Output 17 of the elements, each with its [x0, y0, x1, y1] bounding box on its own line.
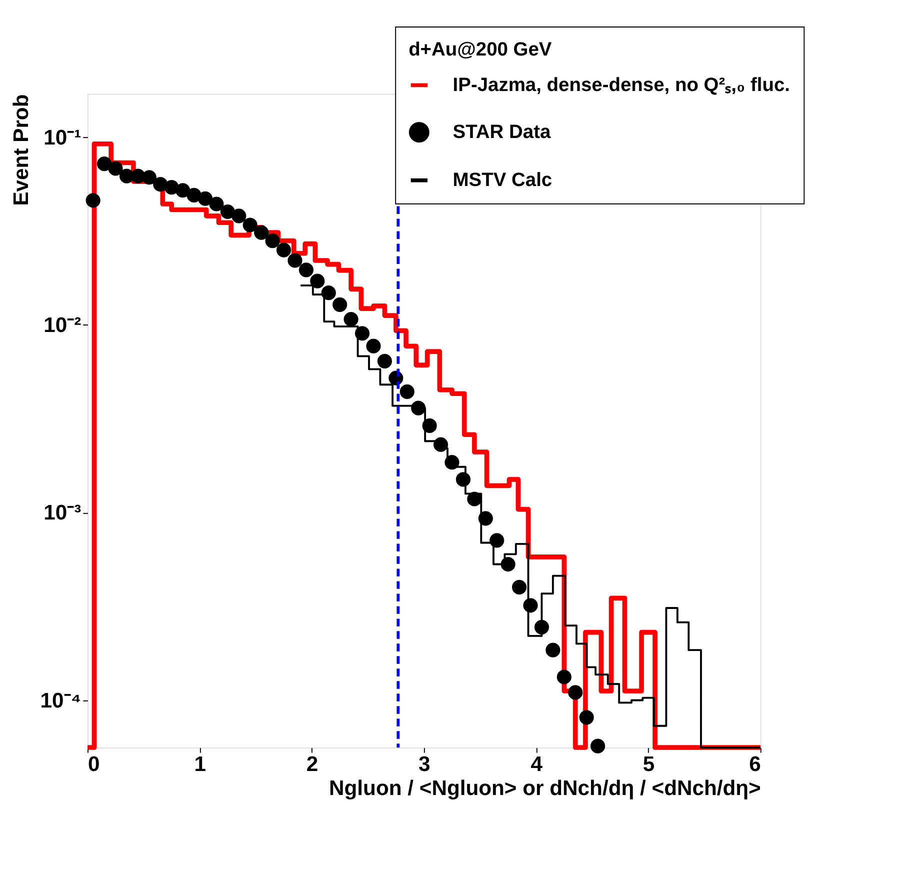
legend-title: d+Au@200 GeV: [408, 39, 552, 60]
legend-label: STAR Data: [452, 122, 551, 144]
y-axis-title: Event Prob: [10, 94, 34, 206]
x-tick-label: 4: [530, 753, 543, 776]
y-tick-label: 10⁻⁴: [40, 689, 82, 712]
legend-label: MSTV Calc: [452, 170, 552, 192]
x-axis-title: Ngluon / <Ngluon> or dNch/dη / <dNch/dη>: [329, 777, 761, 800]
x-tick-label: 6: [749, 753, 761, 776]
x-tick-label: 0: [88, 753, 100, 776]
legend-label: IP-Jazma, dense-dense, no Q²ₛ,₀ fluc.: [452, 74, 790, 96]
y-tick-label: 10⁻²: [44, 314, 82, 337]
y-tick-label: 10⁻³: [44, 502, 82, 525]
x-tick-label: 3: [418, 753, 430, 776]
x-tick-label: 1: [194, 753, 206, 776]
y-tick-label: 10⁻¹: [44, 126, 82, 150]
x-tick-label: 5: [642, 753, 655, 776]
x-tick-label: 2: [306, 753, 318, 776]
